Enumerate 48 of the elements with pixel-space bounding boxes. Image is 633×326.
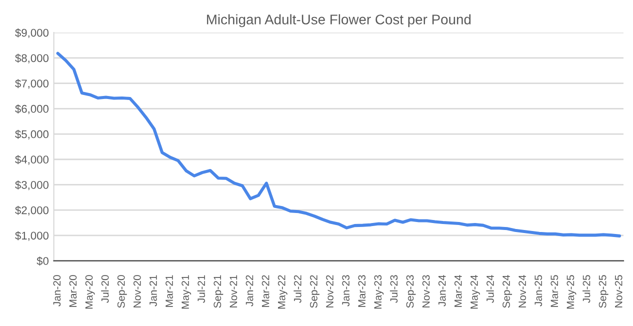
- chart-title: Michigan Adult-Use Flower Cost per Pound: [207, 14, 471, 28]
- x-tick-label: Jan-21: [150, 275, 157, 306]
- x-tick-label: Sep-21: [214, 275, 224, 308]
- y-tick-label: $7,000: [15, 79, 49, 89]
- x-tick-label: May-24: [470, 274, 480, 309]
- x-tick-label: Nov-20: [133, 275, 141, 308]
- x-tick-label: Jul-21: [197, 275, 206, 303]
- x-tick-label: Sep-22: [310, 275, 320, 308]
- x-tick-label: Mar-20: [69, 275, 77, 307]
- y-tick-label: $1,000: [15, 231, 49, 241]
- x-tick-label: May-22: [278, 275, 288, 309]
- x-tick-label: Jan-22: [246, 275, 254, 306]
- y-tick-label: $6,000: [15, 104, 49, 114]
- x-tick-label: May-21: [182, 275, 192, 309]
- x-tick-label: Mar-22: [262, 275, 270, 307]
- x-tick-label: Sep-20: [117, 275, 127, 308]
- x-tick-label: Sep-25: [598, 275, 608, 308]
- x-tick-label: Mar-24: [454, 274, 462, 307]
- x-tick-label: Jan-23: [342, 275, 350, 306]
- y-tick-label: $9,000: [15, 28, 49, 38]
- x-tick-label: Jul-20: [101, 275, 109, 303]
- y-tick-label: $3,000: [15, 180, 49, 190]
- x-tick-label: Nov-22: [326, 275, 334, 308]
- x-tick-label: Mar-25: [550, 275, 558, 307]
- y-tick-label: $0: [36, 256, 49, 266]
- y-tick-label: $2,000: [15, 206, 49, 216]
- x-tick-label: Jul-24: [486, 274, 494, 303]
- x-tick-label: Nov-24: [518, 274, 526, 308]
- y-tick-label: $4,000: [15, 155, 49, 165]
- x-tick-label: Jan-25: [534, 275, 542, 306]
- y-tick-label: $8,000: [15, 54, 49, 64]
- line-series: [56, 52, 622, 238]
- x-tick-label: Sep-23: [406, 275, 416, 308]
- x-tick-label: Jan-20: [53, 275, 61, 306]
- x-tick-label: Nov-23: [422, 275, 430, 308]
- x-tick-label: Nov-21: [230, 275, 238, 308]
- x-tick-label: May-23: [374, 275, 384, 309]
- x-tick-label: Sep-24: [502, 274, 512, 308]
- x-tick-label: May-20: [85, 275, 95, 309]
- x-tick-label: Jul-22: [294, 275, 302, 303]
- y-tick-label: $5,000: [15, 130, 49, 140]
- x-tick-label: Jul-25: [582, 275, 590, 303]
- x-tick-label: Mar-21: [166, 275, 173, 307]
- x-tick-label: Nov-25: [614, 275, 622, 308]
- x-tick-label: Jul-23: [390, 275, 398, 303]
- x-tick-label: May-25: [566, 275, 576, 309]
- x-tick-label: Mar-23: [358, 275, 366, 307]
- x-tick-label: Jan-24: [438, 274, 446, 306]
